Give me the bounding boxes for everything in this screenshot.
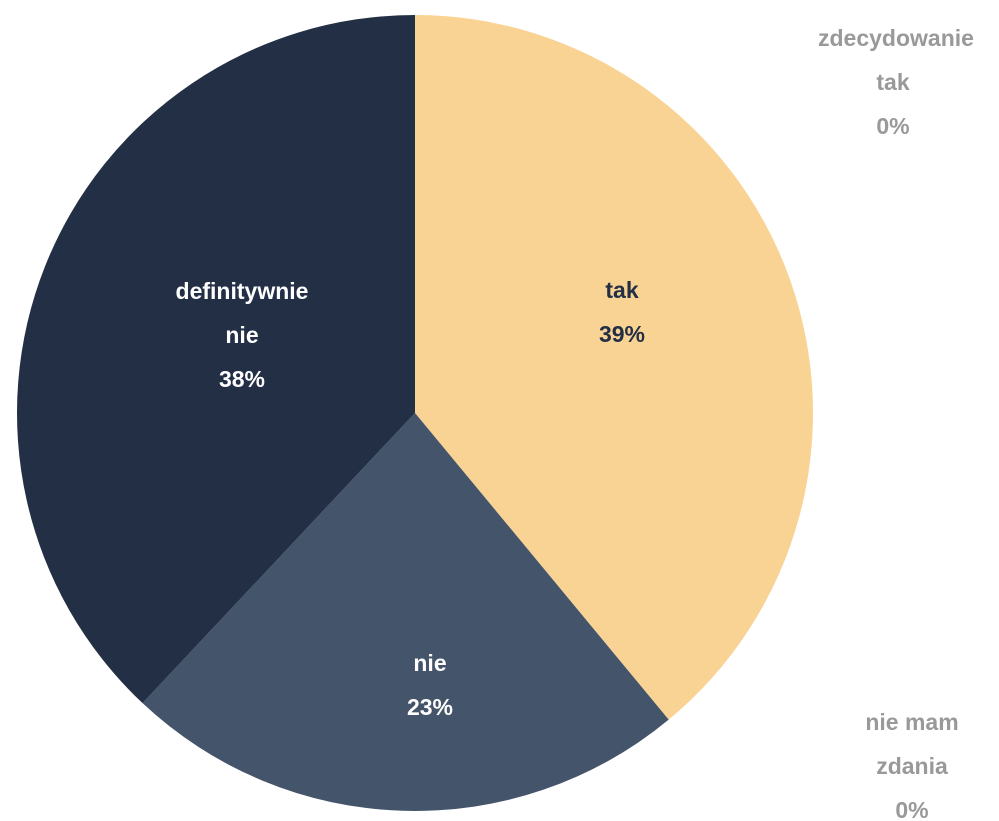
category-label: tak — [605, 277, 639, 303]
value-label: 38% — [218, 366, 266, 392]
pie-slice — [17, 15, 415, 704]
category-label: zdecydowanie tak — [818, 25, 974, 95]
value-label: 0% — [895, 797, 929, 821]
slice-label: nie 23% — [355, 641, 505, 729]
pie-slice — [415, 15, 814, 720]
value-label: 39% — [598, 321, 646, 347]
category-label: nie mam zdania — [865, 709, 959, 779]
slice-label: tak 39% — [547, 268, 697, 356]
category-label: nie — [413, 650, 447, 676]
slice-label: nie mam zdania 0% — [837, 700, 987, 821]
value-label: 0% — [876, 113, 910, 139]
slice-label: definitywnie nie 38% — [167, 269, 317, 401]
slice-label: zdecydowanie tak 0% — [818, 16, 974, 148]
value-label: 23% — [406, 694, 454, 720]
category-label: definitywnie nie — [175, 278, 309, 348]
pie-slice — [142, 413, 669, 811]
